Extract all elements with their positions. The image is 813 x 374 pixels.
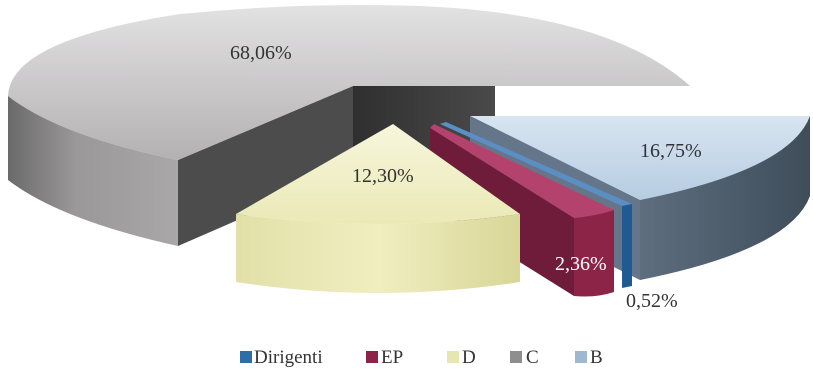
slice-d: [236, 124, 520, 293]
legend-label-b: B: [590, 347, 603, 368]
slice-c-top: [8, 5, 690, 160]
legend-item-ep: EP: [366, 347, 403, 368]
data-label-ep: 2,36%: [555, 253, 607, 275]
legend-item-d: D: [447, 347, 476, 368]
slice-b-side: [640, 116, 810, 280]
legend-swatch-d: [447, 351, 459, 363]
slice-c-side: [8, 96, 178, 246]
legend-swatch-ep: [366, 351, 378, 363]
slice-ep-face: [574, 210, 614, 297]
slice-dirigenti-face: [622, 204, 632, 288]
legend-swatch-c: [510, 351, 522, 363]
data-label-d: 12,30%: [352, 165, 414, 187]
legend-label-d: D: [462, 347, 476, 368]
legend-item-c: C: [510, 347, 539, 368]
slice-dirigenti: [440, 122, 632, 288]
data-label-b: 16,75%: [640, 140, 702, 162]
slice-c-inner-wall: [178, 86, 353, 246]
legend: Dirigenti EP D C B: [240, 347, 603, 368]
slice-d-side: [236, 214, 520, 293]
data-label-c: 68,06%: [230, 42, 292, 64]
legend-label-dirigenti: Dirigenti: [254, 347, 323, 368]
data-label-dirigenti: 0,52%: [626, 290, 678, 312]
legend-item-dirigenti: Dirigenti: [240, 347, 323, 368]
slice-b-top: [470, 116, 810, 200]
legend-label-ep: EP: [381, 347, 403, 368]
legend-swatch-dirigenti: [240, 351, 252, 363]
slice-dirigenti-top: [440, 122, 632, 206]
slice-ep-top: [430, 124, 614, 218]
legend-label-c: C: [526, 347, 539, 368]
legend-swatch-b: [575, 351, 587, 363]
legend-item-b: B: [575, 347, 603, 368]
slice-d-top: [236, 124, 520, 224]
